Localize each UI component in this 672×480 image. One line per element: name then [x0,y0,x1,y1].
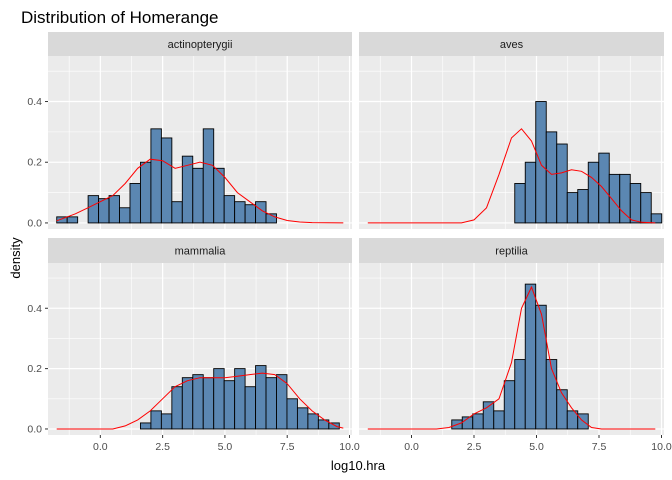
histogram-bar [119,207,131,224]
y-tick-label: 0.0 [27,423,42,435]
facet-strip [359,238,664,263]
histogram-bar [598,152,610,224]
histogram-bar [255,365,267,430]
facet-panel-reptilia: reptilia 0.0 2.5 5.0 7.5 10.0 [359,238,672,453]
histogram-bar [160,413,173,430]
histogram-bar [265,213,277,224]
facet-strip-label: aves [500,39,524,51]
chart-title: Distribution of Homerange [21,8,218,27]
histogram-bar [202,128,215,224]
histogram-bar [577,189,589,224]
x-tick-label: 2.5 [155,441,170,453]
y-tick-label: 0.0 [27,217,42,229]
facet-strip-label: reptilia [495,246,528,258]
histogram-bar [108,195,120,224]
histogram-bar [307,413,319,430]
facet-strip [48,32,352,56]
histogram-bar [286,398,298,430]
x-tick-label: 10.0 [339,441,360,453]
histogram-bar [556,143,568,224]
histogram-bar [545,131,558,224]
histogram-bar [587,161,600,224]
x-tick-label: 0.0 [93,441,108,453]
histogram-bar [192,167,204,224]
histogram-bar [171,201,183,224]
histogram-bar [650,213,663,224]
histogram-bar [493,410,505,430]
histogram-bar [524,283,537,430]
y-tick-label: 0.2 [27,157,42,169]
histogram-bar [472,413,484,430]
facet-strip [48,238,352,263]
histogram-bar [129,183,141,224]
histogram-bar [535,101,547,224]
histogram-bar [503,380,516,430]
x-tick-label: 7.5 [592,441,607,453]
x-axis-title: log10.hra [331,458,386,473]
histogram-bar [556,389,568,430]
histogram-bar [629,183,642,224]
histogram-bar [640,192,652,224]
histogram-bar [265,377,277,430]
histogram-bar [66,216,79,224]
facet-strip-label: mammalia [175,246,227,258]
facet-panel-aves: aves [359,32,664,229]
histogram-bar [296,407,309,430]
facet-panel-mammalia: mammalia 0.0 0.2 0.4 0.0 2.5 5.0 7.5 10.0 [27,238,360,453]
histogram-bar [139,422,152,430]
y-tick-label: 0.2 [27,363,42,375]
histogram-bar [223,195,236,224]
histogram-bar [619,173,631,224]
histogram-bar [545,359,558,430]
y-tick-label: 0.4 [27,96,42,108]
histogram-bar [213,167,225,224]
histogram-bar [328,422,340,430]
y-tick-label: 0.4 [27,303,42,315]
facet-panels: actinopterygii 0.0 0.2 0.4 aves mammalia 0.0 0.… [27,32,672,453]
histogram-bar [150,128,162,224]
histogram-bar [514,183,526,224]
facet-panel-actinopterygii: actinopterygii 0.0 0.2 0.4 [27,32,352,229]
histogram-bar [234,368,246,430]
density-curve [56,372,344,430]
histogram-bar [171,386,183,430]
x-tick-label: 7.5 [280,441,295,453]
histogram-bar [244,386,257,430]
histogram-bar [514,359,526,430]
y-axis-title: density [8,237,23,279]
x-tick-label: 5.0 [218,441,233,453]
facet-strip [359,32,664,56]
density-curve [56,158,344,224]
histogram-bar [202,377,215,430]
histogram-bar [181,377,194,430]
histogram-bar [160,137,173,224]
histogram-bar [608,173,621,224]
density-curve [367,285,656,430]
x-tick-label: 2.5 [467,441,482,453]
histogram-bar [244,204,257,224]
histogram-bar [150,410,162,430]
histogram-bar [535,304,547,430]
histogram-bar [524,161,537,224]
histogram-bar [139,161,152,224]
facet-strip-label: actinopterygii [168,39,233,51]
density-curve [367,128,656,224]
histogram-bar [234,201,246,224]
histogram-bar [192,374,204,430]
x-tick-label: 5.0 [529,441,544,453]
histogram-bar [87,195,100,224]
histogram-bar [223,380,236,430]
histogram-bar [566,192,579,224]
x-tick-label: 0.0 [404,441,419,453]
x-tick-label: 10.0 [651,441,672,453]
